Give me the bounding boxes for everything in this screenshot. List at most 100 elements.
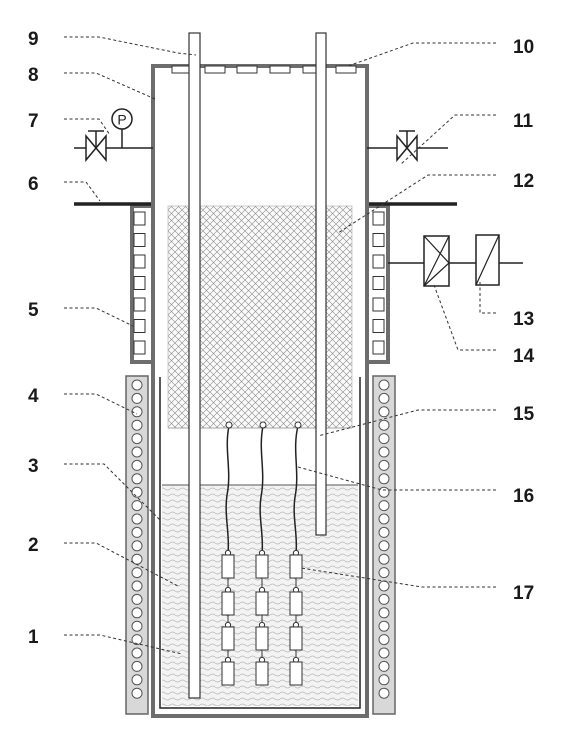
rod-right <box>315 32 327 536</box>
heater-element <box>372 340 385 355</box>
outer-heater-right <box>372 375 396 715</box>
heater-element <box>133 340 146 355</box>
heater-coil-icon <box>378 580 390 592</box>
heater-coil-icon <box>378 433 390 445</box>
heater-coil-icon <box>131 567 143 579</box>
callout-2: 2 <box>28 535 39 556</box>
outer-heater-left <box>125 375 149 715</box>
callout-1: 1 <box>28 627 39 648</box>
callout-labels: 9 8 7 6 5 4 3 2 1 10 11 12 13 14 15 16 1… <box>28 29 535 648</box>
heater-coil-icon <box>378 607 390 619</box>
sample-holder-icon <box>221 661 235 686</box>
heater-coil-icon <box>378 687 390 699</box>
heater-coil-icon <box>131 647 143 659</box>
callout-6: 6 <box>28 174 39 195</box>
vessel-lower-wall <box>151 372 369 718</box>
heater-coil-icon <box>378 406 390 418</box>
heater-element <box>133 276 146 290</box>
heater-element <box>133 297 146 312</box>
heater-coil-icon <box>131 379 143 391</box>
sample-holder-icon <box>221 591 235 616</box>
heater-coil-icon <box>131 660 143 672</box>
heater-element <box>372 254 385 269</box>
vessel-upper-wall <box>151 64 369 372</box>
heater-coil-icon <box>131 593 143 605</box>
heater-coil-icon <box>378 513 390 525</box>
sample-holder-icon <box>221 626 235 651</box>
heater-coil-icon <box>378 674 390 686</box>
sample-holder-icon <box>255 591 269 616</box>
lid-hole <box>269 65 291 74</box>
rectifier-icon <box>388 235 476 287</box>
valve-icon <box>367 130 448 163</box>
heater-coil-icon <box>378 647 390 659</box>
lid-hole <box>335 65 357 74</box>
callout-8: 8 <box>28 65 39 86</box>
heater-coil-icon <box>131 446 143 458</box>
callout-4: 4 <box>28 386 39 407</box>
heater-coil-icon <box>131 392 143 404</box>
heater-element <box>133 211 146 226</box>
callout-3: 3 <box>28 456 39 477</box>
sample-holder-icon <box>289 661 303 686</box>
lid-hole <box>204 65 226 74</box>
heater-coil-icon <box>378 593 390 605</box>
heater-coil-icon <box>131 687 143 699</box>
callout-7: 7 <box>28 111 39 132</box>
heater-coil-icon <box>378 419 390 431</box>
lid-openings <box>171 65 357 74</box>
callout-9: 9 <box>28 29 39 50</box>
callout-13: 13 <box>513 309 534 330</box>
callout-11: 11 <box>513 111 534 132</box>
sample-holder-icon <box>255 626 269 651</box>
sample-holder-icon <box>255 661 269 686</box>
heater-coil-icon <box>131 620 143 632</box>
sample-holder-icon <box>221 554 235 579</box>
upper-heater-jacket <box>130 204 390 364</box>
heater-element <box>133 319 146 333</box>
heater-element <box>372 319 385 333</box>
heater-coil-icon <box>131 607 143 619</box>
heater-element <box>372 233 385 247</box>
sample-holder-icon <box>289 591 303 616</box>
heater-coil-icon <box>378 486 390 498</box>
heater-coil-icon <box>131 540 143 552</box>
heater-coil-icon <box>131 419 143 431</box>
heater-coil-icon <box>378 459 390 471</box>
heater-element <box>372 297 385 312</box>
heater-coil-icon <box>131 513 143 525</box>
heater-element <box>372 276 385 290</box>
heater-coil-icon <box>131 459 143 471</box>
callout-15: 15 <box>513 404 535 425</box>
heater-coil-icon <box>378 553 390 565</box>
heater-coil-icon <box>378 379 390 391</box>
heater-coil-icon <box>131 674 143 686</box>
heater-coil-icon <box>378 446 390 458</box>
heater-coil-icon <box>378 660 390 672</box>
callout-12: 12 <box>513 171 534 192</box>
heater-coil-icon <box>378 392 390 404</box>
callout-16: 16 <box>513 486 534 507</box>
heater-coil-icon <box>378 620 390 632</box>
heater-coil-icon <box>378 634 390 646</box>
hanging-wires <box>225 421 302 554</box>
heater-coil-icon <box>378 526 390 538</box>
heater-coil-icon <box>131 486 143 498</box>
heater-element <box>133 254 146 269</box>
heater-coil-icon <box>378 567 390 579</box>
inner-crucible <box>159 377 361 709</box>
heater-coil-icon <box>131 473 143 485</box>
heater-coil-icon <box>131 634 143 646</box>
sample-holder-icon <box>255 554 269 579</box>
rod-left <box>188 32 201 699</box>
heater-coil-icon <box>131 526 143 538</box>
heater-element <box>372 211 385 226</box>
lid-hole <box>236 65 258 74</box>
callout-5: 5 <box>28 300 39 321</box>
heater-coil-icon <box>131 500 143 512</box>
valve-icon <box>74 129 153 163</box>
heater-coil-icon <box>131 580 143 592</box>
sample-holders <box>221 549 303 686</box>
heater-coil-icon <box>378 473 390 485</box>
